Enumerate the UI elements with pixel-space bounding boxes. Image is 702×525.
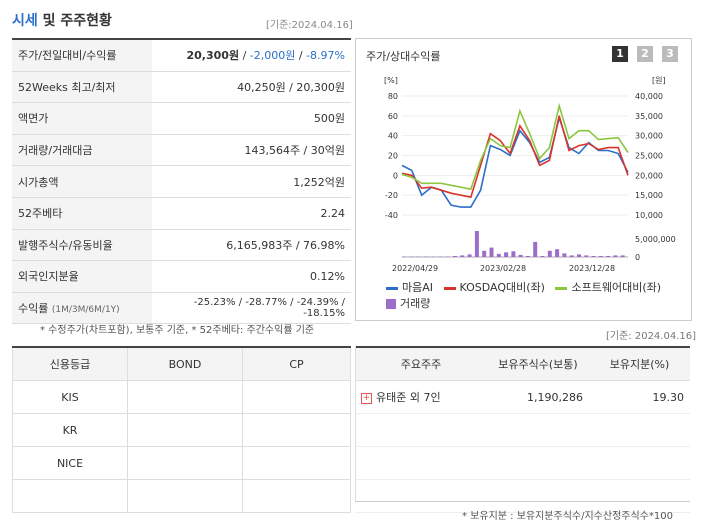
volume-bar [416,256,421,257]
reference-date-2: [기준: 2024.04.16] [606,331,697,342]
right-tick-label: 20,000 [635,171,663,180]
volume-bar [613,255,618,257]
chart-panel: 주가/상대수익률 1 2 3 [%] [원] 80 40,000 60 35,000 4… [355,38,692,321]
legend-swatch-maum [386,286,398,290]
left-tick-label: -40 [385,211,398,220]
volume-bar [504,252,509,257]
shareholders-table: 주요주주 보유주식수(보통) 보유지분(%) + 유태준 외 7인 1,190,286… [355,346,690,513]
legend-row-2: 거래량 [386,295,430,311]
volume-bar [489,247,494,257]
shareholder-row[interactable]: + 유태준 외 7인 1,190,286 19.30 [355,380,690,414]
credit-row: KIS [12,380,351,414]
volume-bar [540,256,545,257]
volume-bar [445,256,450,257]
volume-bar [584,255,589,257]
volume-tick-label: 0 [635,253,640,262]
volume-bar [511,251,516,257]
volume-bar [598,256,603,257]
volume-bar [467,254,472,257]
quote-row-foreign: 외국인지분율 0.12% [12,260,351,293]
left-unit: [%] [384,76,398,85]
quote-row-beta: 52주베타 2.24 [12,197,351,230]
quote-row-par: 액면가 500원 [12,102,351,135]
quote-row-shares: 발행주식수/유동비율 6,165,983주 / 76.98% [12,229,351,262]
volume-bar [409,256,414,257]
volume-bar [569,255,574,257]
quote-row-marketcap: 시가총액 1,252억원 [12,165,351,198]
left-tick-label: 0 [393,171,398,180]
series-line-KOSDAQ대비(좌) [401,115,629,199]
volume-bar [482,250,487,257]
quote-row-price: 주가/전일대비/수익률 20,300원 / -2,000원 / -8.97% [12,39,351,72]
right-tick-label: 40,000 [635,92,663,101]
quote-row-52w: 52Weeks 최고/최저 40,250원 / 20,300원 [12,71,351,104]
legend-swatch-kosdaq [443,286,456,290]
legend-volume: 거래량 [400,297,431,310]
volume-bar [533,241,538,257]
right-unit: [원] [652,76,666,85]
x-tick-label: 2022/04/29 [392,264,438,273]
credit-row [12,479,351,513]
volume-bar [555,249,560,257]
price-return-chart: [%] [원] 80 40,000 60 35,000 40 30,000 20 25,000… [384,76,676,273]
legend-swatch-software [555,286,568,290]
shareholder-name: 유태준 외 7인 [376,391,441,404]
volume-bar [620,255,625,257]
volume-bar [496,253,501,257]
x-tick-label: 2023/12/28 [569,264,615,273]
section-title: 시세 및 주주현황 [12,13,112,29]
volume-bar [525,256,530,257]
volume-bar [591,256,596,257]
left-tick-label: 40 [388,132,398,141]
right-tick-label: 15,000 [635,191,663,200]
left-tick-label: 80 [388,92,398,101]
credit-rating-table: 신용등급 BOND CP KIS KR NICE [12,346,351,513]
left-tick-label: -20 [385,191,398,200]
series-line-소프트웨어대비(좌) [401,102,629,191]
credit-row: KR [12,413,351,447]
volume-bar [577,254,581,257]
quote-table: 주가/전일대비/수익률 20,300원 / -2,000원 / -8.97% 5… [12,38,351,325]
legend-kosdaq: KOSDAQ대비(좌) [459,281,545,294]
expand-icon[interactable]: + [361,392,372,404]
tab-2[interactable]: 2 [637,46,653,62]
volume-bar [453,256,457,257]
left-tick-label: 60 [388,112,398,121]
volume-bar [438,256,443,257]
volume-bar [518,254,523,257]
quote-row-volume: 거래량/거래대금 143,564주 / 30억원 [12,134,351,167]
tab-1[interactable]: 1 [612,46,628,62]
credit-row: NICE [12,446,351,480]
legend-software: 소프트웨어대비(좌) [571,281,662,294]
quote-note: * 수정주가(차트포함), 보통주 기준, * 52주베타: 주간수익률 기준 [40,325,315,336]
right-tick-label: 10,000 [635,211,663,220]
reference-date: [기준:2024.04.16] [266,20,353,31]
holdings-note: * 보유지분 : 보유지분주식수/지수산정주식수*100 [462,511,673,522]
legend-row-1: 마음AI KOSDAQ대비(좌) 소프트웨어대비(좌) [386,279,661,295]
volume-bar [562,253,567,257]
legend-swatch-volume [386,299,396,309]
chart-title: 주가/상대수익률 [366,50,441,63]
x-tick-label: 2023/02/28 [480,264,526,273]
volume-bar [402,256,406,257]
right-tick-label: 35,000 [635,112,663,121]
tab-3[interactable]: 3 [662,46,678,62]
volume-bar [547,250,552,257]
volume-bar [606,256,611,257]
volume-bar [474,231,479,257]
volume-bar [431,256,436,257]
right-tick-label: 25,000 [635,152,663,161]
volume-bar [460,255,465,257]
volume-tick-label: 5,000,000 [635,235,676,244]
legend-maum: 마음AI [402,281,434,294]
quote-row-return: 수익률 (1M/3M/6M/1Y) -25.23% / -28.77% / -24… [12,292,351,325]
left-tick-label: 20 [388,152,398,161]
right-tick-label: 30,000 [635,132,663,141]
volume-bar [423,256,428,257]
